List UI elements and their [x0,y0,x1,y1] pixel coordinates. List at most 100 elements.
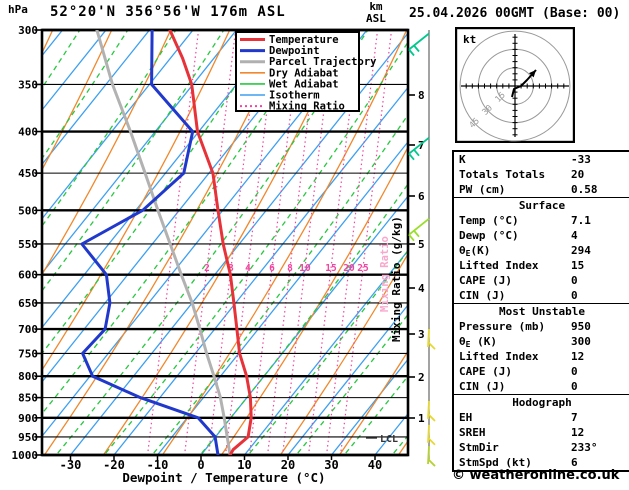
mixing-ratio-label: 15 [325,263,337,274]
pressure-tick-label: 850 [18,392,38,405]
mixing-ratio-label: 3 [228,263,234,274]
km-tick-label: 8 [418,89,425,102]
legend-label: Wet Adiabat [269,78,339,90]
table-row-value: 233° [571,441,598,454]
skewt-svg: 3003504004505005506006507007508008509009… [12,24,436,485]
hodograph-unit-label: kt [463,33,476,46]
temp-tick-label: 30 [324,458,338,472]
mixing-ratio-axis-label: Mixing Ratio (g/kg) [390,216,403,342]
legend-label: Isotherm [269,90,320,102]
table-row-label: Lifted Index [459,259,539,272]
pressure-tick-label: 750 [18,347,38,360]
mixing-ratio-label: 6 [269,263,275,274]
table-row-value: 4 [571,229,578,242]
pressure-tick-label: 550 [18,238,38,251]
pressure-tick-label: 950 [18,431,38,444]
temp-tick-label: -30 [60,458,82,472]
legend-box [235,31,360,112]
indices-table: K -33 Totals Totals 20 PW (cm) 0.58 Surface Tem… [452,150,629,472]
table-row: CAPE (J) 0 [454,364,629,379]
temp-tick-label: 0 [197,458,204,472]
table-row-label: CAPE (J) [459,274,512,287]
km-tick-label: 2 [418,371,425,384]
hodograph-arrowhead [528,70,536,78]
pressure-tick-label: 500 [18,204,38,217]
pressure-tick-label: 650 [18,297,38,310]
wind-barb [427,446,436,467]
table-row: θE(K) 294 [454,243,629,258]
table-row: CIN (J) 0 [454,379,629,394]
altitude-axis: 8 7 6 5 4 3 2 1 LCL [366,89,425,445]
table-section: Hodograph EH 7 SREH 12 StmDir 233° StmSpd (kt) 6 [454,394,629,470]
pressure-tick-label: 300 [18,24,38,37]
altitude-unit-asl: ASL [366,12,386,25]
km-tick-label: 1 [418,412,425,425]
legend-label: Parcel Trajectory [269,56,377,68]
lcl-label: LCL [380,434,398,445]
table-row: Dewp (°C) 4 [454,228,629,243]
table-section-header: Hodograph [512,396,572,409]
wind-barb [408,136,430,161]
km-tick-label: 6 [418,190,425,203]
table-row-label: StmSpd (kt) [459,456,532,469]
table-row: PW (cm) 0.58 [454,182,629,197]
pressure-tick-label: 700 [18,323,38,336]
table-row-value: 7 [571,411,578,424]
table-row: StmSpd (kt) 6 [454,455,629,470]
pressure-tick-label: 450 [18,167,38,180]
table-row-value: 12 [571,350,585,363]
mixing-ratio-labels: 2 3 4 6 8 10 15 20 25 [204,263,369,274]
temperature-curve [168,30,253,455]
table-row: Pressure (mb) 950 [454,319,629,334]
temp-tick-label: -20 [103,458,125,472]
table-row-value: 0 [571,289,578,302]
table-row-value: 0 [571,380,578,393]
table-row-label: EH [459,411,473,424]
wind-barb [427,400,436,422]
table-row: EH 7 [454,410,629,425]
table-row-label: SREH [459,426,486,439]
temp-tick-label: 10 [237,458,251,472]
hodograph-panel: 15 30 45 kt [454,26,576,144]
run-date-title: 25.04.2026 00GMT (Base: 00) [409,6,621,21]
altitude-unit-km: km [369,0,383,13]
km-tick-label: 7 [418,139,425,152]
wind-barb [427,424,436,446]
table-row-label: θE (K) [459,335,497,349]
table-row-value: 294 [571,244,591,257]
table-row-value: 6 [571,456,578,469]
station-title: 52°20'N 356°56'W 176m ASL [50,4,286,20]
table-row-value: 300 [571,335,591,348]
pressure-tick-label: 600 [18,269,38,282]
table-section: Most Unstable Pressure (mb) 950 θE (K) 300 Li… [454,303,629,394]
table-section-header: Most Unstable [498,305,586,318]
copyright: © weatheronline.co.uk [452,468,620,483]
wind-barb [408,217,430,242]
altitude-axis-unit: km ASL [366,1,386,25]
plot-border [40,28,410,457]
temp-tick-label: 20 [281,458,295,472]
table-row-value: 7.1 [571,214,591,227]
km-tick-label: 4 [418,282,425,295]
table-row-value: -33 [571,153,591,166]
mixing-ratio-label: 25 [357,263,369,274]
table-row: Lifted Index 12 [454,349,629,364]
table-row-value: 15 [571,259,585,272]
table-section-header: Surface [518,199,566,212]
legend-label: Dewpoint [269,45,320,57]
table-row: Lifted Index 15 [454,258,629,273]
mixing-ratio-label: 20 [343,263,355,274]
table-row-label: CIN (J) [459,289,506,302]
table-row-label: CAPE (J) [459,365,512,378]
pressure-axis-unit: hPa [8,3,28,16]
table-row-value: 0 [571,365,578,378]
table-row-label: CIN (J) [459,380,506,393]
table-row-label: StmDir [459,441,499,454]
table-row-label: Temp (°C) [459,214,519,227]
table-row: Totals Totals 20 [454,167,629,182]
km-tick-label: 5 [418,238,425,251]
temp-tick-label: -10 [147,458,169,472]
hodograph-ring [459,30,571,142]
table-row-label: Dewp (°C) [459,229,519,242]
table-row-label: Totals Totals [459,168,546,181]
